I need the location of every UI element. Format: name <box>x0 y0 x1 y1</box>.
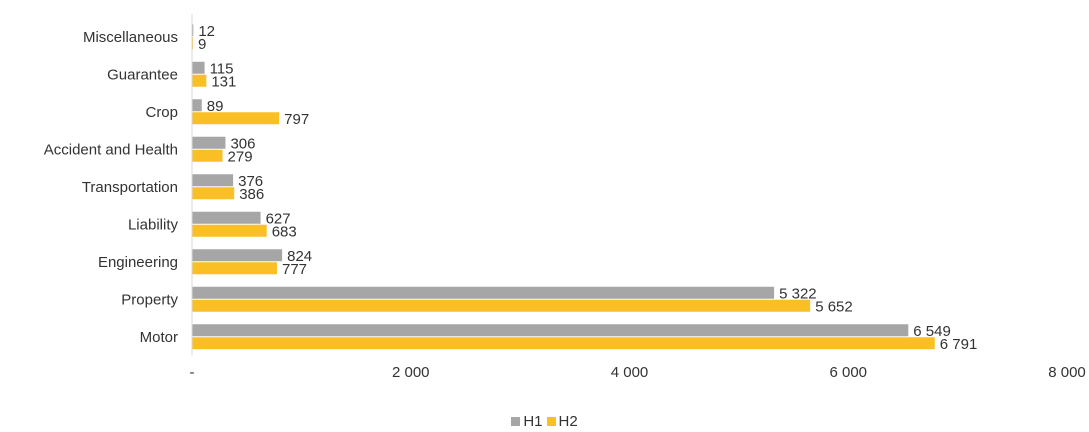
data-label-h1-miscellaneous: 12 <box>198 23 215 40</box>
data-label-h1-accident-and-health: 306 <box>230 135 255 152</box>
bar-h1-crop <box>192 99 202 112</box>
y-axis: Miscellaneous Guarantee Crop Accident and H… <box>44 14 193 356</box>
x-tick-label-0: - <box>190 364 195 381</box>
y-tick-label-liability: Liability <box>128 216 179 233</box>
bar-h2-crop <box>192 112 280 125</box>
data-label-h1-liability: 627 <box>266 210 291 227</box>
bar-h1-liability <box>192 211 261 224</box>
y-tick-label-property: Property <box>121 291 178 308</box>
bar-h1-guarantee <box>192 61 205 74</box>
y-tick-label-motor: Motor <box>140 329 178 346</box>
bars-group <box>192 24 935 350</box>
bar-h2-accident-and-health <box>192 149 223 162</box>
legend-item-h1: H1 <box>511 412 543 430</box>
data-label-h1-crop: 89 <box>207 98 224 115</box>
legend-swatch-h2 <box>546 416 556 426</box>
data-label-h2-transportation: 386 <box>239 186 264 203</box>
bar-h1-miscellaneous <box>192 24 194 37</box>
data-label-h2-crop: 797 <box>284 111 309 128</box>
bar-h2-liability <box>192 224 267 237</box>
bar-h2-transportation <box>192 187 235 200</box>
data-label-h2-miscellaneous: 9 <box>198 36 206 53</box>
data-label-h1-engineering: 824 <box>287 248 312 265</box>
x-tick-label-1: 2 000 <box>392 364 430 381</box>
bar-h1-accident-and-health <box>192 136 226 149</box>
data-label-h2-accident-and-health: 279 <box>228 148 253 165</box>
x-tick-label-2: 4 000 <box>611 364 649 381</box>
legend-item-h2: H2 <box>546 412 578 430</box>
bar-h2-engineering <box>192 262 277 275</box>
y-tick-label-accident-and-health: Accident and Health <box>44 141 178 158</box>
y-tick-label-crop: Crop <box>145 104 178 121</box>
legend-label-h1: H1 <box>523 412 543 430</box>
legend-swatch-h1 <box>511 416 521 426</box>
bar-h1-transportation <box>192 174 234 187</box>
bar-h1-property <box>192 286 775 299</box>
data-label-h1-transportation: 376 <box>238 173 263 190</box>
data-label-h2-engineering: 777 <box>282 261 307 278</box>
data-label-h2-motor: 6 791 <box>940 336 978 353</box>
data-label-h1-motor: 6 549 <box>913 323 951 340</box>
bar-h2-guarantee <box>192 74 207 87</box>
data-label-h2-property: 5 652 <box>815 298 853 315</box>
x-axis: - 2 000 4 000 6 000 8 000 <box>190 364 1086 381</box>
y-tick-label-engineering: Engineering <box>98 254 178 271</box>
y-tick-label-guarantee: Guarantee <box>107 66 178 83</box>
y-tick-label-transportation: Transportation <box>82 179 178 196</box>
data-label-h1-guarantee: 115 <box>210 60 234 77</box>
bar-h1-engineering <box>192 249 283 262</box>
data-label-h1-property: 5 322 <box>779 285 817 302</box>
legend: H1 H2 <box>0 411 1089 431</box>
data-label-h2-guarantee: 131 <box>211 73 236 90</box>
bar-h1-motor <box>192 324 909 337</box>
bar-h2-motor <box>192 337 935 350</box>
data-label-h2-liability: 683 <box>272 223 297 240</box>
y-tick-label-miscellaneous: Miscellaneous <box>83 29 178 46</box>
x-tick-label-3: 6 000 <box>829 364 867 381</box>
x-tick-label-4: 8 000 <box>1048 364 1086 381</box>
bar-h2-property <box>192 299 811 312</box>
legend-label-h2: H2 <box>558 412 578 430</box>
